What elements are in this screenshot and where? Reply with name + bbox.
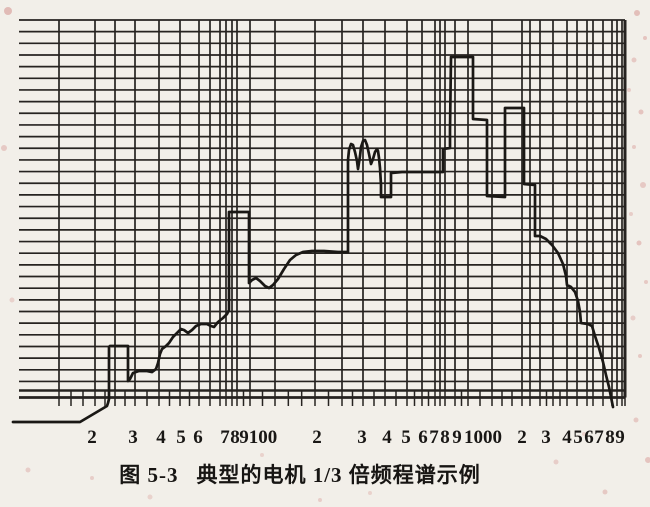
scan-speckle [318,498,322,502]
scan-speckle [260,453,264,457]
scan-speckle [645,457,650,463]
scan-speckle [466,474,470,478]
x-tick-label: 6 [193,427,203,448]
x-axis-tick-labels: 2 3 4 5 6 7 8 9 100 2 3 4 5 6 7 8 9 1000 2 3 4 5 6 7 8 9 [0,427,650,451]
x-tick-label: 7 [594,427,604,448]
x-tick-label: 2 [517,427,527,448]
x-tick-label: 7 [220,427,230,448]
scan-speckle [636,240,642,246]
scan-speckle [9,297,15,303]
spectrum-curve [11,55,615,424]
scan-speckle [629,212,633,216]
scan-speckle [644,280,648,284]
x-tick-label: 4 [382,427,392,448]
scan-speckle [368,491,372,495]
scan-speckle [582,432,586,436]
x-tick-label: 3 [541,427,551,448]
scan-speckle [638,109,644,115]
scan-speckle [90,476,94,480]
x-tick-label: 6 [418,427,428,448]
scan-speckle [553,459,559,465]
x-tick-label: 8 [230,427,240,448]
x-tick-label: 5 [401,427,411,448]
x-tick-label: 2 [312,427,322,448]
scan-speckle [632,145,636,149]
scan-speckle [638,354,642,358]
scan-speckle [640,182,646,188]
scan-speckle [147,494,153,500]
scan-speckle [1,145,7,151]
figure-caption-title: 典型的电机 1/3 倍频程谱示例 [196,463,481,487]
x-tick-label: 8 [605,427,615,448]
x-tick-label: 5 [573,427,583,448]
x-tick-label: 4 [562,427,572,448]
scan-speckle [633,417,639,423]
x-tick-label: 3 [128,427,138,448]
scan-speckle [630,315,636,321]
x-tick-label: 1000 [464,427,502,448]
x-tick-label: 4 [156,427,166,448]
x-tick-label: 3 [357,427,367,448]
x-tick-label: 5 [176,427,186,448]
x-tick-label: 6 [584,427,594,448]
scan-speckle [602,489,608,495]
x-tick-label: 8 [440,427,450,448]
x-tick-label: 100 [248,427,278,448]
scan-speckle [4,7,12,15]
x-tick-label: 9 [452,427,462,448]
scan-speckle [631,57,637,63]
scan-speckle [627,88,631,92]
figure-caption: 图 5-3 典型的电机 1/3 倍频程谱示例 [0,459,600,489]
x-tick-label: 9 [615,427,625,448]
scan-speckle [634,10,640,16]
x-tick-label: 7 [429,427,439,448]
x-tick-label: 9 [239,427,249,448]
figure-number: 图 5-3 [119,463,179,487]
scan-speckle [25,467,31,473]
x-tick-label: 2 [87,427,97,448]
scan-speckle [643,36,647,40]
